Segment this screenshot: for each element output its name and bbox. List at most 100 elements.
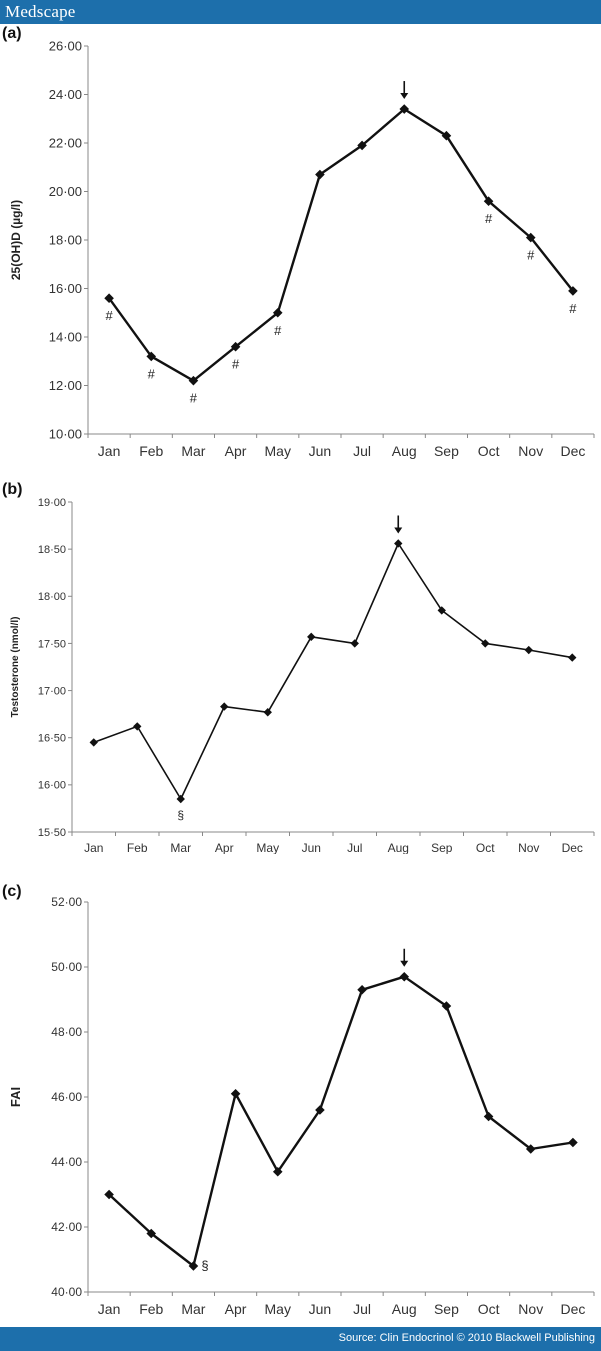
- y-axis-title: FAI: [8, 1087, 23, 1107]
- y-tick-label: 18·50: [38, 544, 66, 556]
- significance-mark: §: [201, 1258, 208, 1273]
- y-tick-label: 22·00: [49, 136, 82, 151]
- significance-mark: §: [177, 808, 184, 822]
- x-tick-label: Jul: [353, 443, 371, 459]
- x-tick-label: Jul: [353, 1301, 371, 1317]
- brand-logo: Medscape: [5, 2, 76, 21]
- x-tick-label: Mar: [170, 841, 191, 854]
- x-tick-label: Jan: [98, 1301, 121, 1317]
- data-point: [315, 1105, 325, 1115]
- chart-c: (c) 40·00 42·00 44·00 46·00 48·00 50·00 52·00 Ja…: [2, 884, 595, 1317]
- y-tick-label: 18·00: [49, 233, 82, 248]
- x-tick-label: Jul: [347, 841, 362, 854]
- x-tick-label: Jun: [309, 1301, 332, 1317]
- x-tick-label: May: [265, 1301, 291, 1317]
- x-tick-label: Dec: [560, 1301, 585, 1317]
- data-point: [307, 632, 316, 642]
- y-tick-label: 24·00: [49, 87, 82, 102]
- x-tick-label: Aug: [392, 1301, 417, 1317]
- x-tick-label: Apr: [225, 1301, 247, 1317]
- data-point: [188, 375, 199, 386]
- x-tick-label: Oct: [476, 841, 495, 854]
- y-tick-label: 52·00: [51, 895, 82, 909]
- y-tick-label: 18·00: [38, 591, 66, 603]
- significance-mark: #: [569, 301, 577, 316]
- data-point: [272, 1166, 283, 1177]
- x-tick-label: May: [256, 841, 279, 854]
- data-point: [437, 606, 446, 615]
- data-point: [315, 169, 325, 180]
- data-point: [220, 702, 229, 711]
- x-tick-label: Oct: [478, 443, 500, 459]
- x-tick-label: Sep: [434, 1301, 459, 1317]
- data-point: [133, 722, 142, 731]
- data-point: [524, 645, 533, 655]
- data-point: [568, 653, 577, 662]
- y-tick-label: 14·00: [49, 330, 82, 345]
- panel-letter: (a): [2, 25, 22, 42]
- data-point: [568, 286, 578, 296]
- data-point: [230, 1088, 241, 1099]
- data-point: [89, 738, 98, 747]
- y-tick-label: 19·00: [38, 497, 66, 509]
- panel-letter: (b): [2, 481, 22, 498]
- x-tick-label: May: [265, 443, 291, 459]
- significance-mark: #: [148, 366, 156, 381]
- y-tick-label: 16·00: [38, 780, 66, 792]
- y-tick-label: 44·00: [51, 1155, 82, 1169]
- data-point: [272, 307, 283, 318]
- peak-arrow-head: [394, 527, 403, 534]
- data-point: [394, 539, 403, 548]
- x-tick-label: Feb: [127, 841, 148, 854]
- x-tick-label: Apr: [215, 841, 234, 854]
- data-point: [146, 1228, 157, 1239]
- y-axis-title: 25(OH)D (µg/l): [9, 200, 23, 280]
- x-tick-label: Oct: [478, 1301, 500, 1317]
- x-tick-label: Aug: [392, 443, 417, 459]
- data-point: [230, 341, 241, 352]
- series-line: [108, 107, 574, 382]
- header-bar: Medscape: [0, 0, 601, 24]
- y-tick-label: 40·00: [51, 1285, 82, 1299]
- data-point: [399, 104, 410, 114]
- panel-letter: (c): [2, 884, 22, 900]
- data-point: [350, 639, 359, 648]
- y-tick-label: 10·00: [49, 427, 82, 442]
- y-tick-label: 46·00: [51, 1090, 82, 1104]
- y-tick-label: 26·00: [49, 39, 82, 54]
- data-point: [146, 351, 157, 362]
- y-tick-label: 20·00: [49, 184, 82, 199]
- x-tick-label: Jan: [98, 443, 121, 459]
- y-tick-label: 15·50: [38, 827, 66, 839]
- data-point: [483, 1111, 494, 1122]
- x-tick-label: Apr: [225, 443, 247, 459]
- significance-mark: #: [485, 211, 493, 226]
- data-point: [104, 293, 114, 303]
- data-point: [568, 1137, 578, 1148]
- data-point: [357, 984, 367, 995]
- data-point: [263, 708, 272, 717]
- y-tick-label: 16·00: [49, 281, 82, 296]
- x-tick-label: Feb: [139, 1301, 163, 1317]
- data-point: [441, 130, 452, 141]
- x-tick-label: Mar: [181, 443, 205, 459]
- series-line: [93, 542, 573, 800]
- peak-arrow-head: [400, 960, 409, 967]
- x-tick-label: Dec: [560, 443, 585, 459]
- x-tick-label: Feb: [139, 443, 163, 459]
- y-tick-label: 16·50: [38, 733, 66, 745]
- significance-mark: #: [274, 323, 282, 338]
- footer-bar: Source: Clin Endocrinol © 2010 Blackwell…: [0, 1327, 601, 1351]
- x-tick-label: Jun: [302, 841, 321, 854]
- y-axis-title: Testosterone (nmol/l): [10, 617, 21, 718]
- y-tick-label: 50·00: [51, 960, 82, 974]
- x-tick-label: Sep: [431, 841, 453, 854]
- y-tick-label: 48·00: [51, 1025, 82, 1039]
- data-point: [481, 639, 490, 648]
- x-tick-label: Sep: [434, 443, 459, 459]
- data-point: [483, 196, 494, 206]
- data-point: [176, 794, 185, 804]
- x-tick-label: Mar: [181, 1301, 205, 1317]
- peak-arrow-head: [400, 93, 409, 100]
- x-tick-label: Aug: [388, 841, 409, 854]
